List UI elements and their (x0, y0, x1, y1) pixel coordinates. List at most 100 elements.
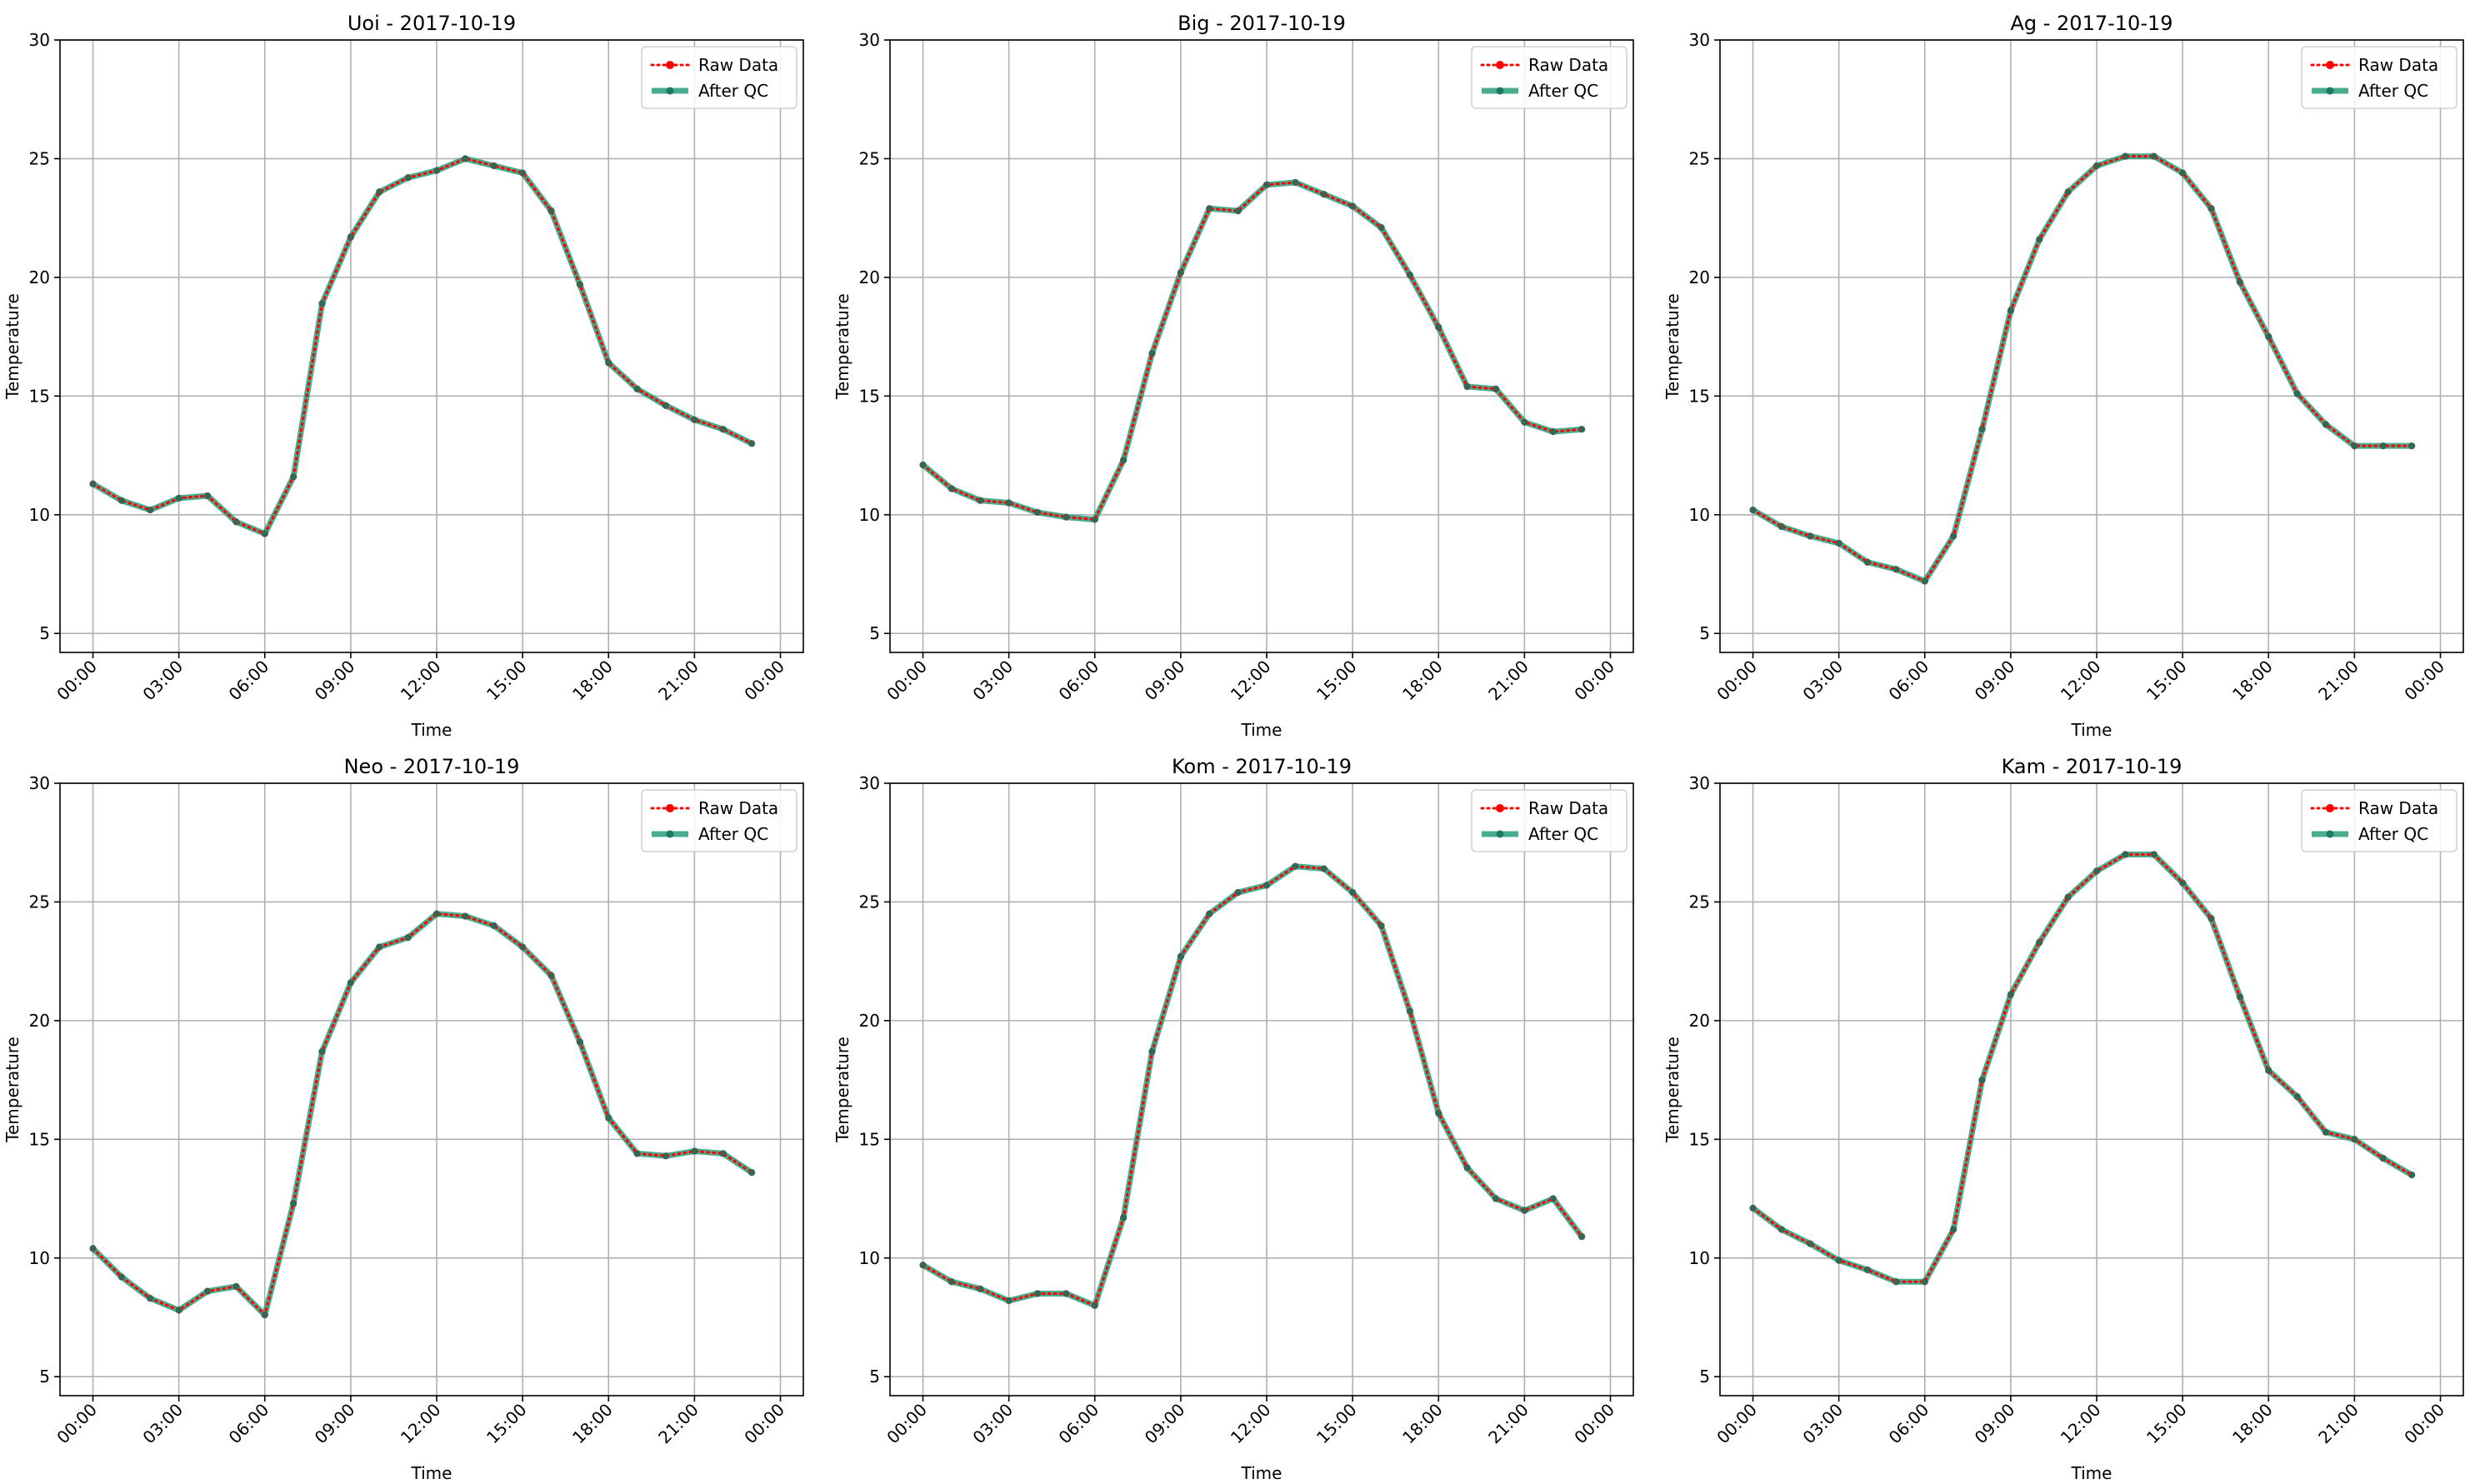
overlap-point (1836, 540, 1842, 547)
overlap-point (1550, 1196, 1557, 1202)
legend-after-qc-label: After QC (698, 81, 768, 101)
overlap-point (348, 979, 354, 986)
overlap-point (1778, 523, 1785, 530)
overlap-point (1435, 324, 1442, 331)
x-tick-label: 06:00 (1885, 1400, 1933, 1448)
x-tick-label: 21:00 (654, 1400, 702, 1448)
overlap-point (405, 934, 412, 941)
axes-frame (59, 39, 804, 653)
legend-raw-data-marker (2326, 61, 2334, 69)
x-tick-label: 12:00 (1227, 657, 1275, 705)
x-tick-label: 09:00 (1971, 1400, 2019, 1448)
series-line-raw-data (92, 157, 753, 536)
chart-panel-4: 5 10 15 20 25 30 00:00 03:00 06:00 09:00 12:00 15:0… (832, 755, 1634, 1483)
legend-after-qc-marker (666, 87, 674, 95)
chart-panel-1: 5 10 15 20 25 30 00:00 03:00 06:00 09:00 12:00 15:0… (832, 12, 1634, 740)
overlap-point (1979, 426, 1985, 432)
overlap-point (2036, 939, 2042, 946)
overlap-point (691, 417, 698, 423)
x-tick-label: 06:00 (1055, 657, 1103, 705)
legend: Raw Data After QC (1471, 46, 1628, 109)
overlap-point (1378, 224, 1384, 231)
overlap-point (147, 1295, 153, 1302)
overlap-point (2093, 162, 2100, 169)
x-tick-label: 06:00 (225, 657, 273, 705)
legend-after-qc-label: After QC (2358, 81, 2428, 101)
legend-raw-data-label: Raw Data (2358, 55, 2438, 75)
overlap-point (1864, 1267, 1871, 1273)
overlap-point (1521, 1207, 1528, 1214)
overlap-point (1092, 1302, 1098, 1309)
overlap-point (2380, 442, 2387, 449)
overlap-point (1578, 1233, 1585, 1240)
overlap-point (691, 1148, 698, 1154)
legend: Raw Data After QC (2301, 789, 2458, 852)
legend: Raw Data After QC (1471, 789, 1628, 852)
overlap-point (433, 167, 440, 174)
overlap-point (2208, 915, 2214, 922)
overlap-point (348, 234, 354, 240)
x-tick-label: 06:00 (1885, 657, 1933, 705)
legend-after-qc-marker (666, 830, 674, 838)
overlap-point (1807, 1241, 1813, 1247)
axes-frame (889, 782, 1634, 1397)
overlap-point (577, 282, 583, 287)
overlap-point (1120, 1214, 1127, 1221)
overlap-point (2265, 1067, 2272, 1074)
overlap-point (2237, 279, 2243, 285)
y-tick-label: 25 (859, 892, 880, 912)
overlap-point (1378, 922, 1384, 929)
overlap-point (2122, 852, 2128, 857)
overlap-point (662, 402, 669, 409)
overlap-point (2322, 1129, 2329, 1136)
overlap-point (2408, 442, 2415, 449)
y-tick-label: 15 (1689, 386, 1710, 406)
overlap-point (1292, 179, 1298, 186)
legend: Raw Data After QC (641, 46, 798, 109)
overlap-point (232, 518, 239, 525)
y-tick-label: 10 (1689, 505, 1710, 525)
overlap-point (748, 1169, 755, 1176)
y-axis-label: Temperature (2, 1037, 22, 1143)
x-axis-label: Time (1241, 720, 1282, 740)
y-axis-label: Temperature (1662, 1037, 1682, 1143)
series-line-raw-data (92, 912, 753, 1318)
legend-raw-data-label: Raw Data (1528, 55, 1608, 75)
overlap-point (1435, 1110, 1442, 1117)
overlap-point (1922, 1278, 1928, 1285)
overlap-point (147, 507, 153, 513)
legend-after-qc-label: After QC (2358, 824, 2428, 844)
x-tick-label: 09:00 (1141, 1400, 1189, 1448)
overlap-point (605, 360, 612, 366)
x-tick-label: 03:00 (1798, 1400, 1847, 1448)
x-tick-label: 12:00 (2057, 657, 2105, 705)
overlap-point (577, 1039, 583, 1045)
x-tick-label: 00:00 (52, 657, 101, 705)
y-tick-label: 15 (1689, 1129, 1710, 1149)
y-axis-label: Temperature (832, 293, 852, 400)
x-tick-label: 00:00 (882, 1400, 931, 1448)
chart-title: Kam - 2017-10-19 (2002, 755, 2182, 778)
overlap-point (1922, 578, 1928, 584)
overlap-point (2151, 852, 2158, 857)
plot-area (1720, 40, 2463, 652)
overlap-point (2093, 868, 2100, 874)
chart-title: Kom - 2017-10-19 (1172, 755, 1352, 778)
plot-area (60, 40, 803, 652)
y-tick-label: 10 (29, 1248, 50, 1268)
x-tick-label: 00:00 (52, 1400, 101, 1448)
axes-frame (1719, 782, 2464, 1397)
overlap-point (1321, 866, 1328, 872)
x-tick-label: 21:00 (1484, 657, 1532, 705)
y-tick-label: 15 (29, 1129, 50, 1149)
y-tick-label: 20 (1689, 267, 1710, 287)
y-axis-label: Temperature (1662, 293, 1682, 400)
overlap-point (519, 170, 526, 176)
x-tick-label: 18:00 (1398, 1400, 1447, 1448)
overlap-point (290, 473, 297, 480)
overlap-point (634, 386, 641, 392)
x-tick-label: 09:00 (1141, 657, 1189, 705)
overlap-point (1892, 566, 1899, 572)
overlap-point (2322, 422, 2329, 427)
y-tick-label: 30 (859, 773, 880, 793)
